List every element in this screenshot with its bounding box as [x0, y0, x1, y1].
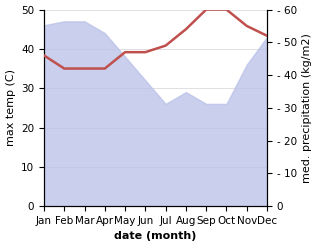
X-axis label: date (month): date (month): [114, 231, 197, 242]
Y-axis label: med. precipitation (kg/m2): med. precipitation (kg/m2): [302, 33, 313, 183]
Y-axis label: max temp (C): max temp (C): [5, 69, 16, 146]
